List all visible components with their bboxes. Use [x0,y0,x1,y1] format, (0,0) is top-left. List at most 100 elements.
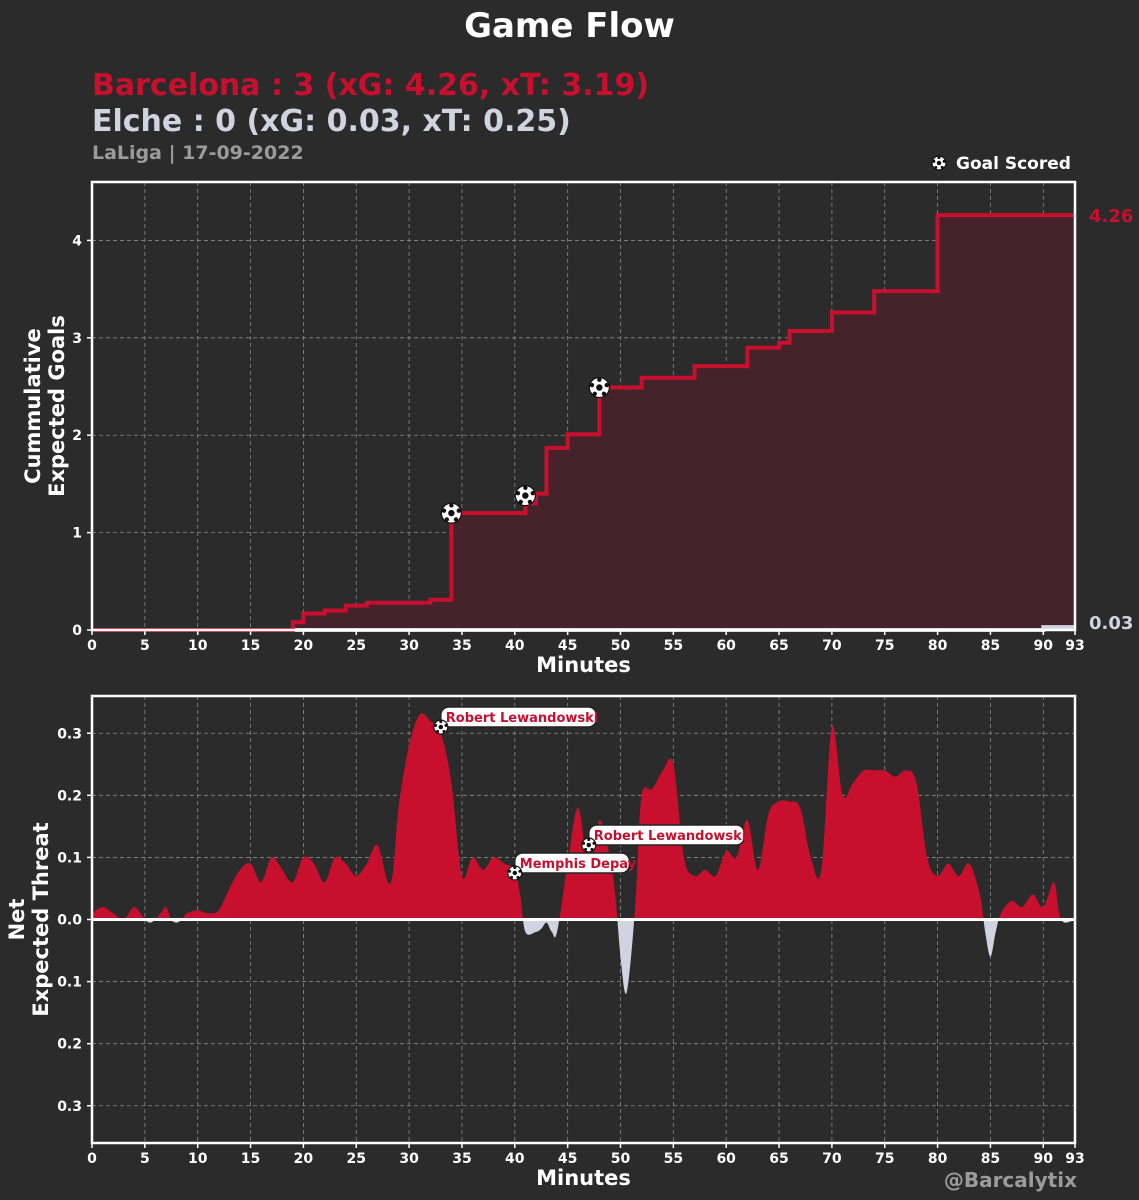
x-tick-label: 85 [981,1151,1000,1167]
credit-label: @Barcalytix [943,1168,1077,1192]
ball-patch [601,391,607,397]
annotation-goal-icon [507,865,523,881]
y-axis-title-line: Cummulative [21,328,45,484]
ball-patch [604,382,609,388]
x-tick-label: 30 [399,638,419,654]
x-tick-label: 60 [716,638,736,654]
ball-patch [590,847,594,851]
annotation-label: Robert Lewandowski [446,711,598,726]
xg-chart-frame [90,180,1077,632]
x-tick-label: 5 [140,1151,150,1167]
ball-patch [589,382,595,388]
x-tick-label: 15 [241,638,260,654]
xg-chart: 0 5 10 15 20 25 30 35 40 45 50 55 60 65 70 75 80 85 90 93 0 1… [21,154,1133,677]
x-tick-label: 50 [611,1151,631,1167]
ball-patch [582,841,586,845]
x-tick-label: 93 [1065,638,1084,654]
home-xg-line [92,213,1075,632]
x-tick-label: 80 [928,638,948,654]
ball-patch [937,156,941,160]
ball-patch [515,490,521,496]
x-tick-label: 80 [928,1151,948,1167]
goal-annotation: Robert Lewandowski [581,824,746,853]
x-tick-label: 65 [769,638,788,654]
home-xg-area [92,215,1075,630]
ball-patch [586,842,592,848]
ball-patch [592,391,597,397]
match-subtitle: LaLiga | 17-09-2022 [92,142,304,164]
annotation-box [514,852,631,874]
ball-patch [518,869,522,873]
legend-goal-label: Goal Scored [956,154,1071,174]
x-tick-label: 30 [399,1151,419,1167]
ball-patch [448,509,455,517]
home-team-line: Barcelona : 3 (xG: 4.26, xT: 3.19) [92,68,650,103]
ball-patch [597,377,602,382]
x-tick-label: 55 [664,1151,683,1167]
y-axis-title: NetExpected Threat [5,822,53,1016]
ball-patch [584,847,588,851]
x-tick-label: 20 [294,1151,314,1167]
x-tick-label: 50 [611,638,631,654]
ball-patch [456,508,461,513]
ball-patch [434,723,438,727]
ball-patch [940,165,944,169]
ball-patch [518,499,523,505]
goal-annotation: Robert Lewandowski [433,706,598,735]
x-tick-label: 0 [87,1151,97,1167]
ball-patch [596,384,603,391]
ball-patch [453,517,459,522]
ball-patch [512,870,518,876]
home-xt-area [92,713,1075,920]
xt-chart: Robert Lewandowski Robert Lewandowski Memp… [5,694,1085,1190]
ball-patch [523,485,528,490]
x-tick-label: 35 [452,1151,471,1167]
goal-marker [440,502,462,524]
x-tick-label: 0 [87,638,97,654]
y-tick-label: 0.2 [57,1037,82,1053]
y-tick-label: 1 [72,526,82,542]
y-axis-title-line: Expected Goals [45,315,69,497]
ball-patch [508,869,512,873]
y-tick-label: 3 [72,331,82,347]
x-tick-label: 40 [505,638,525,654]
x-tick-label: 75 [875,1151,894,1167]
chart-title: Game Flow [464,6,675,46]
goal-marker [514,485,536,507]
y-tick-label: 0.3 [57,726,82,742]
y-axis-title-line: Net [5,899,29,941]
away-team-line: Elche : 0 (xG: 0.03, xT: 0.25) [92,104,571,139]
x-tick-label: 75 [875,638,894,654]
x-tick-label: 10 [188,1151,208,1167]
x-tick-label: 55 [664,638,683,654]
x-tick-label: 60 [716,1151,736,1167]
ball-patch [934,165,938,169]
ball-patch [436,729,440,733]
y-tick-label: 0 [72,623,82,639]
x-tick-label: 85 [981,638,1000,654]
x-tick-label: 10 [188,638,208,654]
away-final-xg-label: 0.03 [1089,613,1133,634]
x-tick-label: 40 [505,1151,525,1167]
ball-patch [530,490,535,496]
ball-patch [516,875,520,879]
ball-patch [936,160,942,166]
ball-patch [439,720,443,724]
x-tick-label: 65 [769,1151,788,1167]
legend-goal-icon [931,155,947,171]
ball-patch [932,159,936,163]
annotation-box [588,824,746,846]
y-tick-label: 0.1 [57,975,82,991]
x-tick-label: 5 [140,638,150,654]
ball-patch [444,723,448,727]
ball-patch [527,499,533,505]
y-tick-label: 0.0 [57,913,82,929]
x-tick-label: 15 [241,1151,260,1167]
ball-patch [587,838,591,842]
x-tick-label: 25 [347,1151,366,1167]
y-axis-title: CummulativeExpected Goals [21,315,69,497]
x-tick-label: 45 [558,638,577,654]
x-tick-label: 70 [822,1151,842,1167]
y-tick-label: 4 [72,233,82,249]
